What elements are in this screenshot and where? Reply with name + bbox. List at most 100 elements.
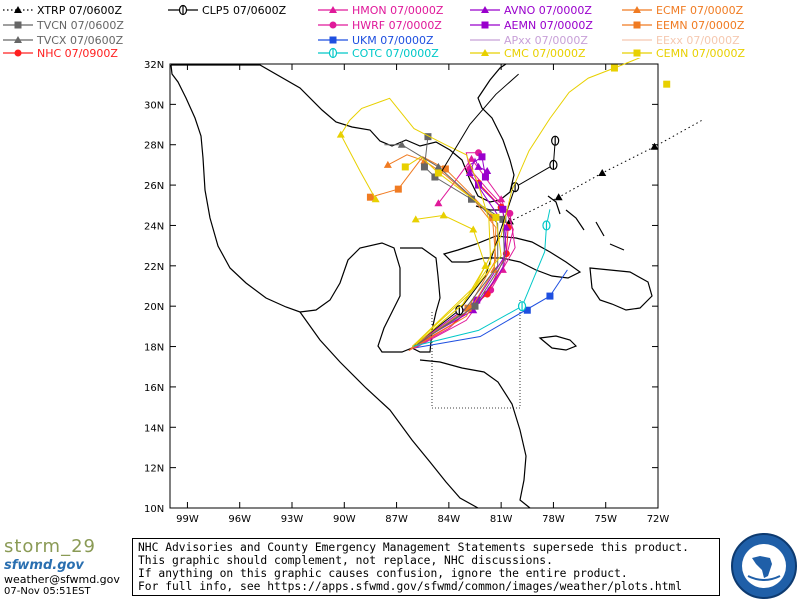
legend-swatch	[168, 4, 198, 16]
track-marker-icon	[549, 159, 558, 171]
cuba-outline	[442, 235, 582, 279]
track-clp5	[441, 73, 519, 172]
legend-item-xtrp: XTRP 07/0600Z	[3, 3, 122, 17]
track-marker-icon	[336, 130, 345, 138]
longitude-labels: 99W 96W 93W 90W 87W 84W 81W 78W 75W 72W	[176, 514, 669, 525]
issue-time: 07-Nov 05:51EST	[4, 586, 91, 597]
latitude-label: 18N	[144, 343, 164, 354]
legend-label: XTRP 07/0600Z	[37, 3, 123, 17]
track-marker-icon	[506, 209, 514, 217]
us-gulf-coastline	[171, 63, 515, 203]
track-marker-icon	[551, 135, 560, 146]
track-marker-icon	[499, 205, 507, 213]
track-marker-icon	[420, 163, 428, 171]
disclaimer-box: NHC Advisories and County Emergency Mana…	[132, 538, 720, 596]
longitude-label: 81W	[490, 514, 513, 525]
longitude-label: 84W	[438, 514, 461, 525]
legend-marker-icon	[481, 49, 489, 56]
legend-label: HMON 07/0000Z	[352, 3, 444, 17]
legend-item-cotc: COTC 07/0000Z	[318, 46, 439, 60]
legend-label: TVCN 07/0600Z	[37, 18, 124, 32]
track-map: 32N 30N 28N 26N 24N 22N 20N 18N 16N 14N 12N 10N 99W…	[144, 58, 702, 525]
track-marker-icon	[434, 162, 443, 170]
latitude-label: 24N	[144, 221, 164, 232]
track-marker-icon	[517, 301, 527, 312]
legend-marker-icon	[633, 21, 641, 29]
track-marker-icon	[598, 168, 607, 176]
legend-swatch	[470, 21, 500, 29]
latitude-label: 16N	[144, 383, 164, 394]
legend-marker-icon	[14, 49, 22, 57]
legend-label: EExx 07/0000Z	[656, 33, 740, 47]
track-marker-icon	[401, 163, 409, 171]
track-marker-icon	[424, 133, 432, 141]
legend-item-tvcn: TVCN 07/0600Z	[3, 18, 124, 32]
model-legend: XTRP 07/0600Z CLP5 07/0600Z HMON 07/0000Z A…	[0, 0, 800, 60]
latitude-label: 12N	[144, 464, 164, 475]
central-america-outline	[299, 311, 531, 509]
track-marker-icon	[478, 153, 486, 161]
longitude-label: 75W	[594, 514, 617, 525]
track-marker-icon	[383, 160, 392, 168]
track-marker-icon	[542, 220, 551, 231]
track-cemn	[401, 156, 502, 347]
track-marker-icon	[366, 193, 374, 201]
legend-swatch	[318, 36, 348, 44]
jamaica-outline	[538, 335, 578, 351]
contact-email[interactable]: weather@sfwmd.gov	[4, 573, 120, 586]
legend-label: HWRF 07/0000Z	[352, 18, 442, 32]
track-marker-icon	[546, 292, 554, 300]
legend-swatch	[470, 6, 500, 13]
legend-item-clp5: CLP5 07/0600Z	[168, 3, 286, 17]
forecast-box	[431, 300, 521, 409]
latitude-label: 30N	[144, 100, 164, 111]
track-line	[405, 156, 502, 347]
track-marker-icon	[439, 211, 448, 219]
model-tracks	[336, 58, 702, 352]
legend-label: CLP5 07/0600Z	[202, 3, 287, 17]
legend-item-ecmf: ECMF 07/0000Z	[622, 3, 743, 17]
track-marker-icon	[650, 142, 659, 150]
legend-label: NHC 07/0900Z	[37, 46, 118, 60]
track-marker-icon	[473, 296, 481, 304]
track-marker-icon	[465, 168, 474, 176]
legend-swatch	[3, 21, 33, 29]
legend-marker-icon	[14, 6, 22, 13]
gulf-coast-outline	[170, 64, 413, 353]
bahamas-outline	[547, 195, 625, 251]
track-tvcn	[413, 133, 507, 347]
legend-marker-icon	[633, 49, 641, 57]
map-frame	[169, 63, 659, 509]
track-marker-icon	[474, 162, 483, 170]
legend-marker-icon	[328, 47, 338, 59]
track-cemn	[411, 58, 671, 347]
legend-swatch	[622, 21, 652, 29]
longitude-label: 96W	[228, 514, 251, 525]
disclaimer-line[interactable]: For full info, see https://apps.sfwmd.go…	[138, 580, 683, 593]
legend-item-hmon: HMON 07/0000Z	[318, 3, 443, 17]
legend-item-eemn: EEMN 07/0000Z	[622, 18, 744, 32]
hispaniola-outline	[589, 267, 653, 311]
longitude-label: 78W	[542, 514, 565, 525]
track-ukm	[410, 269, 568, 350]
legend-label: CEMN 07/0000Z	[656, 46, 746, 60]
track-marker-icon	[469, 225, 478, 233]
latitude-label: 20N	[144, 302, 164, 313]
legend-swatch	[3, 49, 33, 57]
track-line	[441, 73, 519, 172]
legend-label: TVCX 07/0600Z	[37, 33, 124, 47]
track-marker-icon	[481, 173, 489, 181]
track-line	[411, 58, 641, 347]
storm-name: storm_29	[4, 536, 96, 557]
legend-marker-icon	[14, 36, 22, 43]
legend-item-aemn: AEMN 07/0000Z	[470, 18, 593, 32]
legend-label: AEMN 07/0000Z	[504, 18, 593, 32]
disclaimer-line: NHC Advisories and County Emergency Mana…	[138, 541, 689, 554]
track-line	[384, 144, 499, 347]
legend-marker-icon	[14, 21, 22, 29]
legend-label: APxx 07/0000Z	[504, 33, 588, 47]
track-tvcx	[384, 140, 499, 347]
disclaimer-line: If anything on this graphic causes confu…	[138, 567, 628, 580]
longitude-label: 93W	[281, 514, 304, 525]
track-marker-icon	[471, 302, 479, 310]
